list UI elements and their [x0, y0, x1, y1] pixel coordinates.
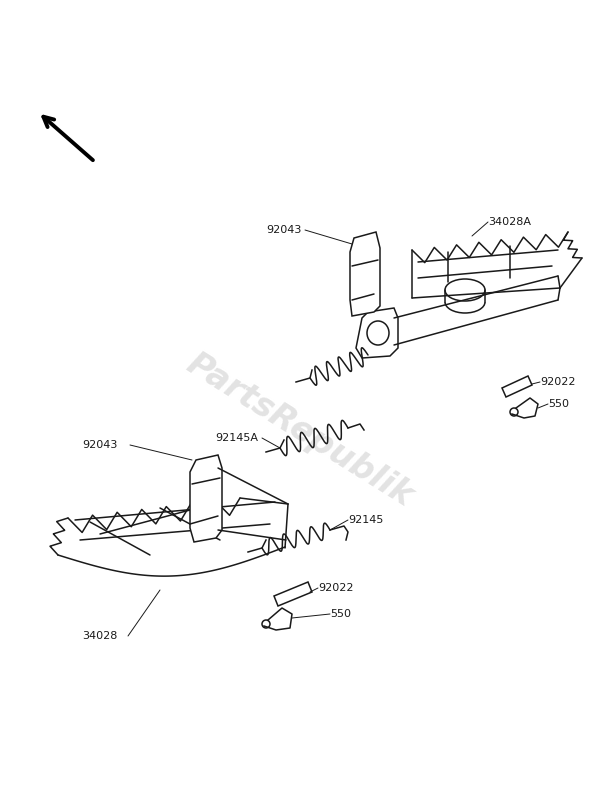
- Text: 550: 550: [548, 399, 569, 409]
- Polygon shape: [274, 582, 312, 606]
- Polygon shape: [190, 455, 222, 542]
- Text: 92022: 92022: [540, 377, 575, 387]
- Text: 34028: 34028: [82, 631, 118, 641]
- Text: 92145: 92145: [348, 515, 383, 525]
- Text: 34028A: 34028A: [488, 217, 531, 227]
- Polygon shape: [350, 232, 380, 316]
- Polygon shape: [502, 376, 532, 397]
- Text: 92043: 92043: [266, 225, 302, 235]
- Text: 550: 550: [330, 609, 351, 619]
- Text: 92043: 92043: [82, 440, 118, 450]
- Text: 92145A: 92145A: [215, 433, 258, 443]
- Text: PartsRepublik: PartsRepublik: [181, 347, 419, 513]
- Polygon shape: [356, 308, 398, 358]
- Text: 92022: 92022: [318, 583, 353, 593]
